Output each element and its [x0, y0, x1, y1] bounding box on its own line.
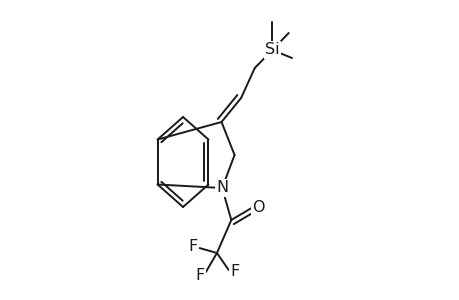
- Text: Si: Si: [264, 43, 279, 58]
- Text: N: N: [216, 181, 228, 196]
- Text: F: F: [230, 264, 239, 279]
- Text: O: O: [252, 200, 264, 215]
- Text: F: F: [188, 239, 197, 254]
- Text: F: F: [196, 268, 205, 283]
